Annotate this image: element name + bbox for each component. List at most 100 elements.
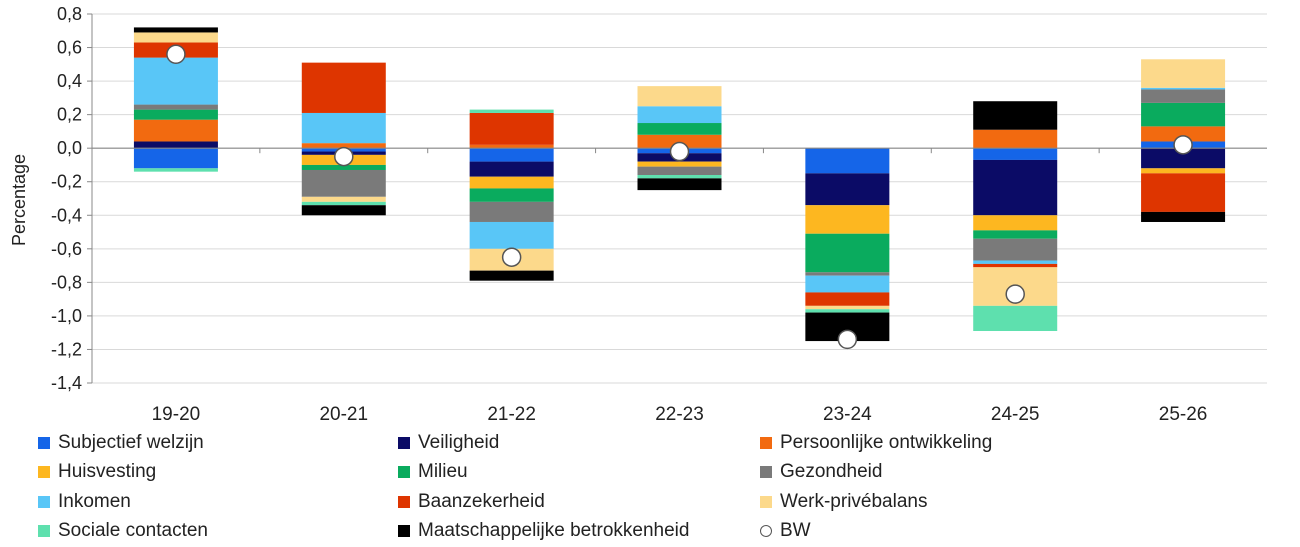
bw-marker	[837, 329, 858, 350]
legend-label: Maatschappelijke betrokkenheid	[418, 520, 690, 541]
y-tick-label: 0,4	[57, 71, 82, 91]
bar-segment	[133, 32, 218, 43]
legend-swatch	[398, 525, 410, 537]
bar-segment	[133, 119, 218, 142]
legend-label: Sociale contacten	[58, 520, 208, 541]
bar-segment	[637, 86, 722, 107]
legend-label: Huisvesting	[58, 461, 157, 482]
bar-segment	[805, 205, 890, 234]
bw-marker	[166, 44, 186, 65]
bar-segment	[469, 148, 554, 162]
legend-swatch	[398, 466, 410, 478]
bar-segment	[133, 141, 218, 149]
bw-marker	[1173, 135, 1193, 155]
legend-item: Subjectief welzijn	[38, 430, 204, 456]
bar-segment	[469, 270, 554, 281]
bar-segment	[637, 134, 722, 149]
legend-item: Veiligheid	[398, 430, 499, 456]
bw-marker	[334, 146, 354, 167]
legend-label: Inkomen	[58, 491, 131, 512]
x-tick-label: 20-21	[319, 404, 368, 425]
y-tick-label: -0,4	[51, 205, 82, 225]
bar-segment	[637, 161, 722, 167]
bar-segment	[301, 196, 386, 202]
legend-item: Persoonlijke ontwikkeling	[760, 430, 992, 456]
bar-segment	[1141, 211, 1226, 222]
y-axis-label: Percentage	[9, 154, 29, 246]
legend-item: Inkomen	[38, 489, 131, 515]
legend-label: Gezondheid	[780, 461, 883, 482]
x-tick-label: 23-24	[823, 404, 872, 425]
legend-swatch	[760, 466, 772, 478]
bar-segment	[637, 166, 722, 176]
legend-label: Persoonlijke ontwikkeling	[780, 432, 993, 453]
legend-swatch	[398, 437, 410, 449]
y-tick-label: -0,6	[51, 239, 82, 259]
bar-segment	[469, 109, 554, 113]
legend-item: BW	[760, 518, 811, 544]
bar-segment	[805, 233, 890, 273]
bar-segment	[301, 62, 386, 113]
bar-segment	[973, 263, 1058, 268]
bar-segment	[1141, 126, 1226, 142]
legend-item: Maatschappelijke betrokkenheid	[398, 518, 689, 544]
bar-segment	[973, 230, 1058, 239]
bar-segment	[1141, 89, 1226, 103]
bars	[133, 27, 1226, 342]
bar-segment	[301, 205, 386, 216]
legend-item: Baanzekerheid	[398, 489, 545, 515]
bw-marker	[501, 247, 522, 267]
legend-label: Subjectief welzijn	[58, 432, 204, 453]
legend-label: Milieu	[418, 461, 468, 482]
bar-segment	[805, 148, 890, 174]
bar-segment	[973, 148, 1058, 160]
legend-swatch	[38, 437, 50, 449]
bar-segment	[973, 159, 1058, 216]
bar-segment	[805, 272, 890, 276]
x-tick-label: 21-22	[487, 404, 536, 425]
legend-label: BW	[780, 520, 811, 541]
bar-segment	[637, 175, 722, 179]
bar-segment	[637, 178, 722, 191]
legend-label: Veiligheid	[418, 432, 500, 453]
bar-segment	[973, 305, 1058, 332]
bar-segment	[1141, 87, 1226, 90]
legend-item: Werk-privébalans	[760, 489, 927, 515]
bar-segment	[973, 238, 1058, 261]
bar-segment	[469, 221, 554, 249]
y-tick-label: -1,0	[51, 306, 82, 326]
gridlines	[92, 13, 1267, 384]
legend-swatch	[38, 525, 50, 537]
bar-segment	[973, 101, 1058, 130]
bar-segment	[973, 260, 1058, 264]
bar-segment	[301, 143, 386, 149]
bar-segment	[637, 106, 722, 124]
bar-segment	[805, 309, 890, 313]
bar-segment	[301, 169, 386, 197]
bar-segment	[1141, 59, 1226, 88]
bar-segment	[133, 27, 218, 33]
bar-segment	[973, 215, 1058, 231]
legend-item: Gezondheid	[760, 459, 882, 485]
y-tick-label: -1,2	[51, 339, 82, 359]
bar-segment	[133, 148, 218, 169]
stacked-bar-chart: 0,8 0,6 0,4 0,2 0,0 -0,2 -0,4 -0,6 -0,8 -1,0 -1,2 -…	[9, 4, 1267, 425]
legend-item: Milieu	[398, 459, 468, 485]
legend-label: Werk-privébalans	[780, 491, 928, 512]
bar-segment	[469, 112, 554, 145]
bar-segment	[133, 104, 218, 110]
y-tick-label: -0,2	[51, 172, 82, 192]
legend-label: Baanzekerheid	[418, 491, 545, 512]
y-tick-label: -0,8	[51, 272, 82, 292]
y-tick-label: 0,8	[57, 4, 82, 24]
bar-segment	[973, 129, 1058, 149]
bar-segment	[469, 188, 554, 202]
bar-segment	[469, 161, 554, 177]
legend-swatch	[760, 496, 772, 508]
bar-segment	[469, 176, 554, 189]
bar-segment	[469, 201, 554, 222]
bar-segment	[133, 57, 218, 105]
y-tick-label: 0,6	[57, 38, 82, 58]
x-tick-label: 19-20	[152, 404, 201, 425]
